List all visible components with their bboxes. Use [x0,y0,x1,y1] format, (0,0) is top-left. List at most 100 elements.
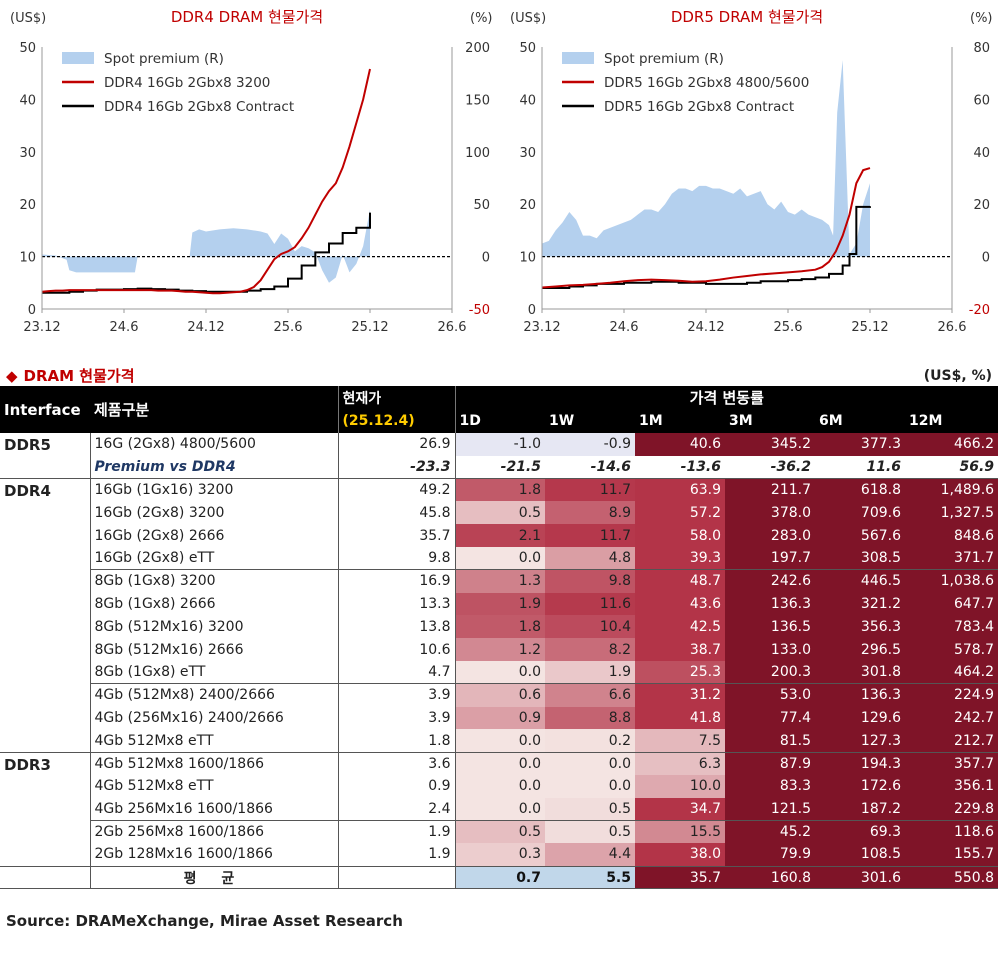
legend-swatch-premium [62,52,94,64]
table-title: ◆ DRAM 현물가격 [6,365,135,386]
price-cell: 35.7 [338,524,456,547]
product-cell: Premium vs DDR4 [90,455,339,480]
change-cell: 229.8 [905,797,999,822]
spot-premium-area [542,60,870,257]
product-cell: 4Gb 512Mx8 1600/1866 [90,752,339,775]
table-row: 16Gb (2Gx8) eTT 9.8 0.0 4.8 39.3 197.7 308.5 37… [0,546,999,571]
table-row: 8Gb (512Mx16) 3200 13.8 1.8 10.4 42.5 136.5 35… [0,615,999,639]
average-empty-cell [0,865,91,890]
y-tick-label: 40 [519,93,536,108]
y2-tick-label: 20 [973,198,990,213]
change-cell: 1,038.6 [905,569,999,593]
change-cell: 1,489.6 [905,478,999,502]
header-col-12m: 12M [905,409,999,433]
product-cell: 8Gb (1Gx8) 2666 [90,592,339,616]
y-tick-label: 30 [519,146,536,161]
change-cell: 377.3 [815,433,905,456]
y2-tick-label: 40 [973,146,990,161]
average-label: 평 균 [90,865,339,890]
header-col-1w: 1W [545,409,635,433]
header-price: 현재가 [338,386,456,410]
chart-legend: Spot premium (R) DDR5 16Gb 2Gbx8 4800/560… [562,51,809,115]
change-cell: 0.0 [545,774,635,798]
legend-label-premium: Spot premium (R) [104,51,224,67]
change-cell: 53.0 [725,683,815,707]
price-cell: 3.9 [338,706,456,730]
change-cell: 11.6 [815,455,905,480]
change-cell: 0.5 [455,820,545,844]
legend-label-spot: DDR4 16Gb 2Gbx8 3200 [104,75,270,91]
change-cell: 8.2 [545,638,635,661]
change-cell: 242.7 [905,706,999,730]
change-cell: 446.5 [815,569,905,593]
right-axis-unit: (%) [470,11,493,26]
change-cell: 308.5 [815,546,905,571]
change-cell: 301.8 [815,660,905,685]
x-tick-label: 25.12 [351,320,388,335]
change-cell: 357.7 [905,752,999,775]
price-cell: 3.6 [338,752,456,775]
x-tick-label: 26.6 [938,320,967,335]
y2-tick-label: 150 [465,93,490,108]
change-cell: 127.3 [815,729,905,753]
change-cell: 242.6 [725,569,815,593]
change-cell: 0.5 [545,820,635,844]
change-cell: 0.0 [455,797,545,822]
product-cell: 16Gb (2Gx8) eTT [90,546,339,571]
change-cell: -36.2 [725,455,815,480]
legend-label-spot: DDR5 16Gb 2Gbx8 4800/5600 [604,75,809,91]
change-cell: 43.6 [635,592,725,616]
change-cell: 578.7 [905,638,999,661]
change-cell: 155.7 [905,843,999,867]
price-cell: 16.9 [338,569,456,593]
change-cell: 136.5 [725,615,815,639]
y2-tick-label: 200 [465,41,490,56]
product-cell: 4Gb 512Mx8 eTT [90,774,339,798]
change-cell: 187.2 [815,797,905,822]
price-cell: 10.6 [338,638,456,661]
product-cell: 8Gb (1Gx8) 3200 [90,569,339,593]
change-cell: 378.0 [725,501,815,525]
change-cell: 709.6 [815,501,905,525]
price-cell: 9.8 [338,546,456,571]
legend-label-contract: DDR4 16Gb 2Gbx8 Contract [104,99,294,115]
y-tick-label: 10 [19,251,36,266]
change-cell: 108.5 [815,843,905,867]
x-tick-label: 24.6 [110,320,139,335]
average-value-cell: 5.5 [545,865,635,890]
change-cell: 118.6 [905,820,999,844]
change-cell: 0.0 [455,546,545,571]
change-cell: 371.7 [905,546,999,571]
dram-spot-price-table: Interface 제품구분 현재가 가격 변동률 (25.12.4) 1D 1… [0,386,999,890]
y-tick-label: 30 [19,146,36,161]
change-cell: 11.7 [545,524,635,547]
table-row: 16Gb (2Gx8) 3200 45.8 0.5 8.9 57.2 378.0 709.6… [0,501,999,525]
change-cell: 58.0 [635,524,725,547]
x-tick-label: 25.6 [774,320,803,335]
change-cell: 1.8 [455,478,545,502]
price-cell: 1.9 [338,843,456,867]
table-row: 4Gb 512Mx8 eTT 0.9 0.0 0.0 10.0 83.3 172.6 356.… [0,774,999,798]
change-cell: 1.9 [545,660,635,685]
change-cell: 0.0 [455,729,545,753]
product-cell: 4Gb (512Mx8) 2400/2666 [90,683,339,707]
change-cell: 133.0 [725,638,815,661]
premium-row: Premium vs DDR4 -23.3 -21.5 -14.6 -13.6 -36.2… [0,455,999,480]
price-cell: 45.8 [338,501,456,525]
change-cell: 41.8 [635,706,725,730]
change-cell: 31.2 [635,683,725,707]
change-cell: 34.7 [635,797,725,822]
x-tick-label: 24.12 [187,320,224,335]
change-cell: 200.3 [725,660,815,685]
y2-tick-label: -50 [469,303,490,318]
spot-price-line [41,68,371,295]
change-cell: 356.1 [905,774,999,798]
header-col-3m: 3M [725,409,815,433]
change-cell: 0.0 [455,752,545,775]
price-cell: 3.9 [338,683,456,707]
y-tick-label: 50 [19,41,36,56]
legend-label-contract: DDR5 16Gb 2Gbx8 Contract [604,99,794,115]
price-cell: 2.4 [338,797,456,822]
average-price-empty [338,865,456,890]
change-cell: 0.3 [455,843,545,867]
